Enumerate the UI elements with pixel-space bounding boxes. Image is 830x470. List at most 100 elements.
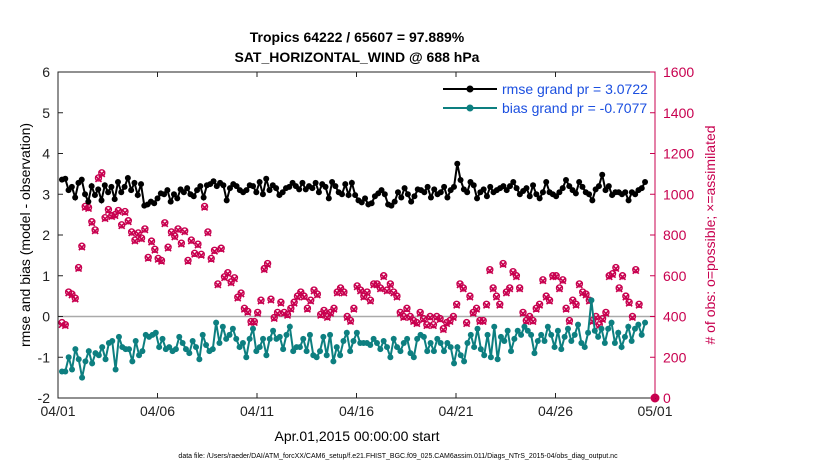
rmse-series-point (309, 185, 316, 192)
bias-series-point (618, 344, 625, 351)
obs-assimilated-point (512, 273, 520, 281)
obs-possible-point (449, 312, 458, 321)
obs-possible-point (452, 300, 461, 308)
rmse-series-point (253, 189, 260, 196)
obs-assimilated-point (250, 319, 258, 327)
rmse-series-point (243, 187, 250, 194)
rmse-series-point (513, 185, 520, 192)
bias-series-point (440, 348, 447, 355)
rmse-series-point (579, 183, 586, 190)
obs-possible-point (303, 304, 312, 313)
y-left-tick-label: -2 (38, 390, 51, 406)
bias-series-point (477, 346, 484, 353)
bias-series-point (82, 358, 89, 365)
bias-series-point (296, 344, 303, 351)
bias-series-point (387, 354, 394, 361)
rmse-series-point (483, 193, 490, 200)
bias-series-point (427, 339, 434, 346)
rmse-series-point (595, 183, 602, 190)
bias-series-point (85, 348, 92, 355)
obs-possible-point (313, 290, 322, 298)
bias-series-point (159, 335, 166, 342)
bias-series-point (347, 348, 354, 355)
x-axis: 04/01 04/06 04/11 04/16 04/21 04/26 05/01 (40, 72, 673, 419)
obs-assimilated-point (330, 305, 338, 313)
rmse-series-point (394, 189, 401, 196)
obs-assimilated-point (625, 299, 633, 307)
bias-series-point (575, 321, 582, 328)
y-left-tick-label: 5 (42, 105, 50, 121)
bias-series-point (213, 319, 220, 326)
rmse-series-point (72, 194, 79, 201)
bias-series-point (571, 331, 578, 338)
obs-assimilated-point (572, 301, 580, 309)
bias-series-point (313, 354, 320, 361)
obs-possible-point (263, 259, 272, 268)
bias-series-point (544, 323, 551, 330)
bias-series-point (451, 360, 458, 367)
rmse-series-point (95, 186, 102, 193)
bias-series-point (320, 333, 327, 340)
bias-series-point (447, 344, 454, 351)
obs-assimilated-point (98, 170, 106, 178)
obs-assimilated-point (124, 218, 132, 226)
obs-possible-point (200, 202, 209, 211)
rmse-series-point (259, 191, 266, 198)
obs-possible-point (618, 272, 627, 280)
bias-series-point (367, 342, 374, 349)
obs-possible-point (608, 270, 617, 278)
bias-series-point (414, 335, 421, 342)
obs-possible-point (98, 169, 106, 177)
bias-series-point (585, 329, 592, 336)
obs-possible-point (489, 284, 497, 292)
obs-assimilated-point (277, 299, 285, 307)
obs-possible-point (91, 226, 99, 234)
rmse-series-point (556, 189, 563, 196)
bias-series-point (112, 366, 119, 373)
obs-possible-point (300, 292, 308, 300)
obs-assimilated-point (78, 243, 86, 251)
bias-series-point (246, 335, 253, 342)
bias-series-point (75, 356, 82, 363)
bias-series-point (407, 350, 414, 357)
obs-assimilated-point (197, 251, 205, 259)
obs-possible-point (131, 236, 139, 244)
rmse-series-point (470, 182, 477, 189)
obs-assimilated-point (134, 230, 142, 238)
y-left-tick-label: 6 (42, 64, 50, 80)
obs-possible-point (237, 289, 245, 297)
plot-area (58, 72, 655, 398)
obs-assimilated-point (267, 296, 275, 304)
obs-assimilated-point (489, 285, 497, 293)
y-right-tick-label: 1000 (663, 186, 694, 202)
bias-series-point (333, 344, 340, 351)
obs-possible-point (210, 246, 219, 254)
obs-assimilated-point (164, 244, 172, 252)
bias-series-point (306, 331, 313, 338)
bias-series-point (538, 331, 545, 338)
series-layer (58, 160, 649, 381)
obs-possible-point (462, 318, 471, 327)
bias-series-point (642, 319, 649, 326)
bias-series-point (638, 331, 645, 338)
rmse-series-point (170, 191, 177, 198)
obs-possible-point (499, 259, 507, 268)
bias-series-point (554, 327, 561, 334)
obs-assimilated-point (283, 311, 292, 320)
bias-series-point (420, 333, 427, 340)
rmse-series-point (190, 193, 197, 200)
bias-series-point (568, 337, 575, 344)
obs-possible-point (632, 265, 640, 274)
bias-series-point (621, 333, 628, 340)
rmse-series-point (88, 183, 95, 190)
bias-series-point (209, 346, 216, 353)
bias-series-point (370, 335, 377, 342)
rmse-series-point (506, 183, 513, 190)
obs-assimilated-point (214, 281, 222, 289)
rmse-series-point (279, 189, 286, 196)
rmse-series-point (510, 179, 517, 186)
bias-series-point (400, 339, 407, 346)
obs-possible-point (486, 265, 494, 274)
obs-possible-point (376, 284, 385, 292)
